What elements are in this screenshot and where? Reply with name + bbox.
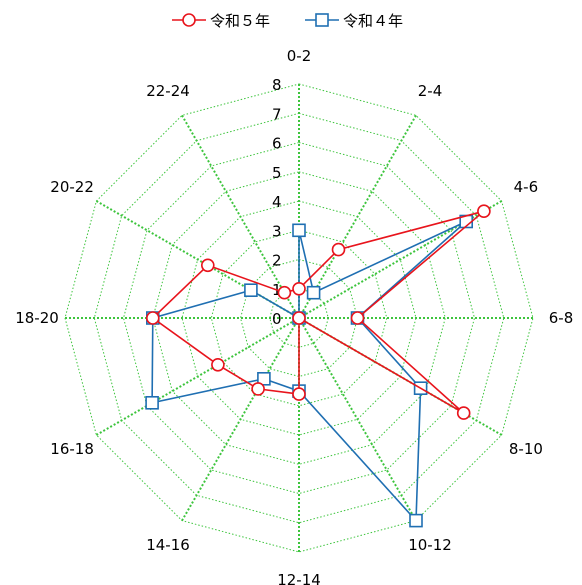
- grid-ring-5: [152, 171, 446, 465]
- tick-label-3: 3: [272, 222, 282, 240]
- tick-label-0: 0: [272, 310, 282, 328]
- tick-label-6: 6: [272, 135, 282, 153]
- category-label-4-6: 4-6: [514, 178, 539, 196]
- series-2-point-0-2: [292, 223, 306, 238]
- series-1-point-6-8: [350, 311, 365, 325]
- category-label-12-14: 12-14: [277, 571, 321, 585]
- axis-spoke-20-22: [95, 200, 300, 319]
- category-label-22-24: 22-24: [146, 82, 190, 100]
- series-1-point-12-14: [292, 387, 306, 401]
- category-label-0-2: 0-2: [287, 47, 312, 65]
- category-label-8-10: 8-10: [509, 440, 543, 458]
- series-1: [146, 204, 491, 420]
- axis-spoke-2-4: [298, 114, 417, 319]
- legend-label-series-2: 令和４年: [343, 12, 403, 30]
- axis-spoke-16-18: [95, 317, 300, 436]
- axis-spoke-10-12: [298, 317, 417, 522]
- axis-spoke-14-16: [181, 317, 300, 522]
- grid-ring-2: [239, 258, 359, 378]
- axis-spoke-22-24: [181, 114, 300, 319]
- series-line-1: [151, 210, 485, 414]
- series-1-point-10-12: [292, 311, 306, 325]
- category-label-14-16: 14-16: [146, 536, 190, 554]
- series-1-point-16-18: [211, 357, 225, 372]
- series-1-point-8-10: [456, 406, 471, 420]
- series-1-point-18-20: [146, 311, 160, 325]
- legend-item-series-2: 令和４年: [305, 12, 403, 30]
- series-2-point-14-16: [257, 371, 271, 386]
- series-2-point-16-18: [145, 395, 159, 410]
- series-2-point-20-22: [244, 283, 258, 298]
- series-1-point-20-22: [201, 258, 215, 273]
- tick-label-8: 8: [272, 76, 282, 94]
- legend: 令和５年 令和４年: [172, 12, 403, 30]
- tick-label-7: 7: [272, 105, 282, 123]
- category-label-2-4: 2-4: [418, 82, 443, 100]
- category-labels: 0-2 2-4 4-6 6-8 8-10 10-12 12-14 14-16 16-18 18-2…: [15, 47, 573, 585]
- category-label-6-8: 6-8: [549, 309, 574, 327]
- series-1-point-2-4: [331, 242, 346, 257]
- tick-label-5: 5: [272, 164, 282, 182]
- series-2-point-10-12: [409, 513, 423, 528]
- series-1-point-14-16: [251, 382, 265, 396]
- legend-item-series-1: 令和５年: [172, 12, 270, 30]
- category-label-16-18: 16-18: [50, 440, 94, 458]
- category-label-10-12: 10-12: [408, 536, 452, 554]
- data-series: [145, 204, 491, 528]
- series-2-point-2-4: [306, 285, 321, 300]
- category-label-18-20: 18-20: [15, 309, 59, 327]
- series-1-point-4-6: [477, 204, 491, 218]
- axis-spoke-4-6: [298, 200, 503, 319]
- tick-label-4: 4: [272, 193, 282, 211]
- series-1-point-0-2: [292, 281, 306, 296]
- series-1-point-22-24: [277, 285, 292, 300]
- legend-label-series-1: 令和５年: [210, 12, 270, 30]
- category-label-20-22: 20-22: [50, 178, 94, 196]
- tick-label-2: 2: [272, 252, 282, 270]
